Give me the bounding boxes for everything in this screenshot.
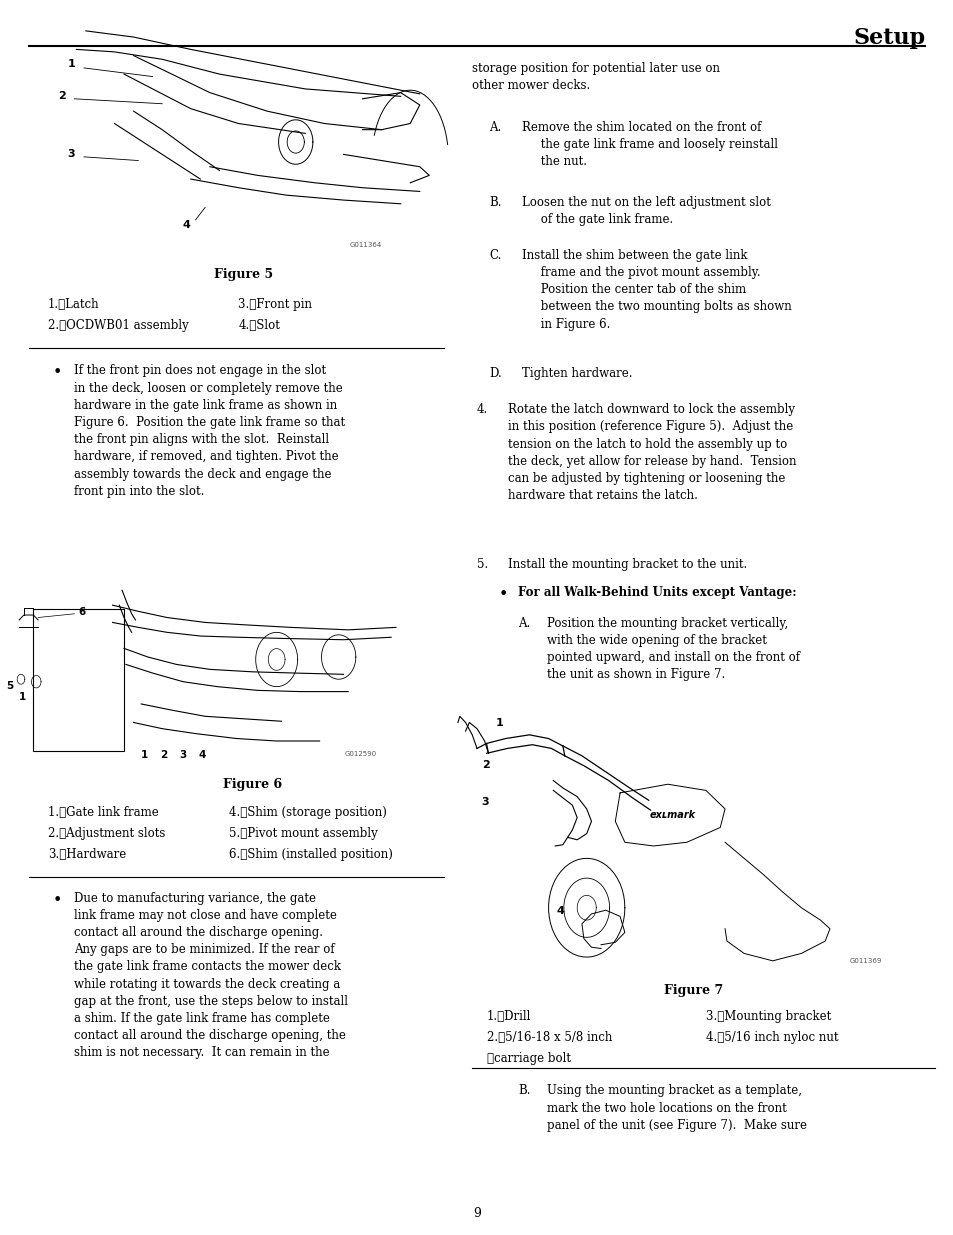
Text: 4.	5/16 inch nyloc nut: 4. 5/16 inch nyloc nut (705, 1031, 838, 1045)
Text: 6: 6 (78, 608, 86, 618)
Text: 4.	Slot: 4. Slot (238, 319, 280, 332)
Text: 1: 1 (141, 751, 149, 761)
Text: carriage bolt: carriage bolt (486, 1052, 570, 1066)
Text: 1.	Gate link frame: 1. Gate link frame (48, 806, 158, 820)
Text: Figure 6: Figure 6 (223, 778, 282, 792)
Text: 3.	Front pin: 3. Front pin (238, 298, 313, 311)
Text: 4: 4 (198, 751, 206, 761)
Text: Install the mounting bracket to the unit.: Install the mounting bracket to the unit… (508, 558, 747, 571)
Text: 6.	Shim (installed position): 6. Shim (installed position) (229, 848, 393, 862)
Text: C.: C. (489, 249, 501, 262)
Text: 9: 9 (473, 1207, 480, 1220)
Text: 3: 3 (481, 798, 489, 808)
FancyBboxPatch shape (48, 62, 438, 253)
Text: G011364: G011364 (349, 242, 381, 248)
Text: For all Walk-Behind Units except Vantage:: For all Walk-Behind Units except Vantage… (517, 587, 796, 599)
Text: 3.	Mounting bracket: 3. Mounting bracket (705, 1010, 830, 1024)
Text: Remove the shim located on the front of
     the gate link frame and loosely rei: Remove the shim located on the front of … (521, 121, 777, 168)
Text: G012590: G012590 (344, 751, 376, 757)
Text: A.: A. (517, 618, 530, 630)
Text: 1.	Drill: 1. Drill (486, 1010, 531, 1024)
Text: 2: 2 (160, 751, 168, 761)
Text: 2.	OCDWB01 assembly: 2. OCDWB01 assembly (48, 319, 189, 332)
FancyBboxPatch shape (472, 735, 915, 969)
Text: exʟmark: exʟmark (649, 810, 695, 820)
Text: 1: 1 (19, 693, 27, 703)
Text: Loosen the nut on the left adjustment slot
     of the gate link frame.: Loosen the nut on the left adjustment sl… (521, 196, 770, 226)
Text: 3: 3 (68, 149, 75, 159)
Text: 2.	Adjustment slots: 2. Adjustment slots (48, 827, 165, 841)
Text: Tighten hardware.: Tighten hardware. (521, 367, 632, 380)
Text: Setup: Setup (852, 27, 924, 49)
Text: 1: 1 (496, 719, 503, 729)
Text: 4: 4 (182, 220, 190, 230)
Text: •: • (52, 892, 62, 909)
Text: 4.	Shim (storage position): 4. Shim (storage position) (229, 806, 386, 820)
Text: B.: B. (489, 196, 501, 209)
Text: •: • (52, 364, 62, 382)
Text: 4: 4 (556, 906, 563, 916)
Text: Due to manufacturing variance, the gate
link frame may not close and have comple: Due to manufacturing variance, the gate … (74, 892, 348, 1060)
Text: 2.	5/16-18 x 5/8 inch: 2. 5/16-18 x 5/8 inch (486, 1031, 611, 1045)
Text: 2: 2 (481, 761, 489, 771)
Text: 1: 1 (68, 59, 75, 69)
Text: D.: D. (489, 367, 501, 380)
Text: G011369: G011369 (849, 958, 882, 965)
Text: 4.: 4. (476, 404, 488, 416)
Text: •: • (498, 587, 508, 603)
Text: 3: 3 (179, 751, 187, 761)
Text: Rotate the latch downward to lock the assembly
in this position (reference Figur: Rotate the latch downward to lock the as… (508, 404, 796, 503)
Text: 3.	Hardware: 3. Hardware (48, 848, 126, 862)
Text: B.: B. (517, 1084, 530, 1098)
Text: 5: 5 (7, 682, 14, 692)
Text: Install the shim between the gate link
     frame and the pivot mount assembly.
: Install the shim between the gate link f… (521, 249, 791, 331)
Text: Position the mounting bracket vertically,
with the wide opening of the bracket
p: Position the mounting bracket vertically… (546, 618, 799, 682)
Text: If the front pin does not engage in the slot
in the deck, loosen or completely r: If the front pin does not engage in the … (74, 364, 345, 498)
Text: 5.: 5. (476, 558, 488, 571)
Text: 5.	Pivot mount assembly: 5. Pivot mount assembly (229, 827, 377, 841)
FancyBboxPatch shape (129, 606, 429, 761)
Text: Figure 7: Figure 7 (663, 984, 723, 998)
Text: 1.	Latch: 1. Latch (48, 298, 99, 311)
Text: Figure 5: Figure 5 (213, 268, 273, 282)
FancyBboxPatch shape (33, 609, 124, 751)
Text: 2: 2 (58, 91, 66, 101)
Text: storage position for potential later use on
other mower decks.: storage position for potential later use… (472, 62, 720, 91)
Text: A.: A. (489, 121, 501, 135)
Text: Using the mounting bracket as a template,
mark the two hole locations on the fro: Using the mounting bracket as a template… (546, 1084, 806, 1131)
